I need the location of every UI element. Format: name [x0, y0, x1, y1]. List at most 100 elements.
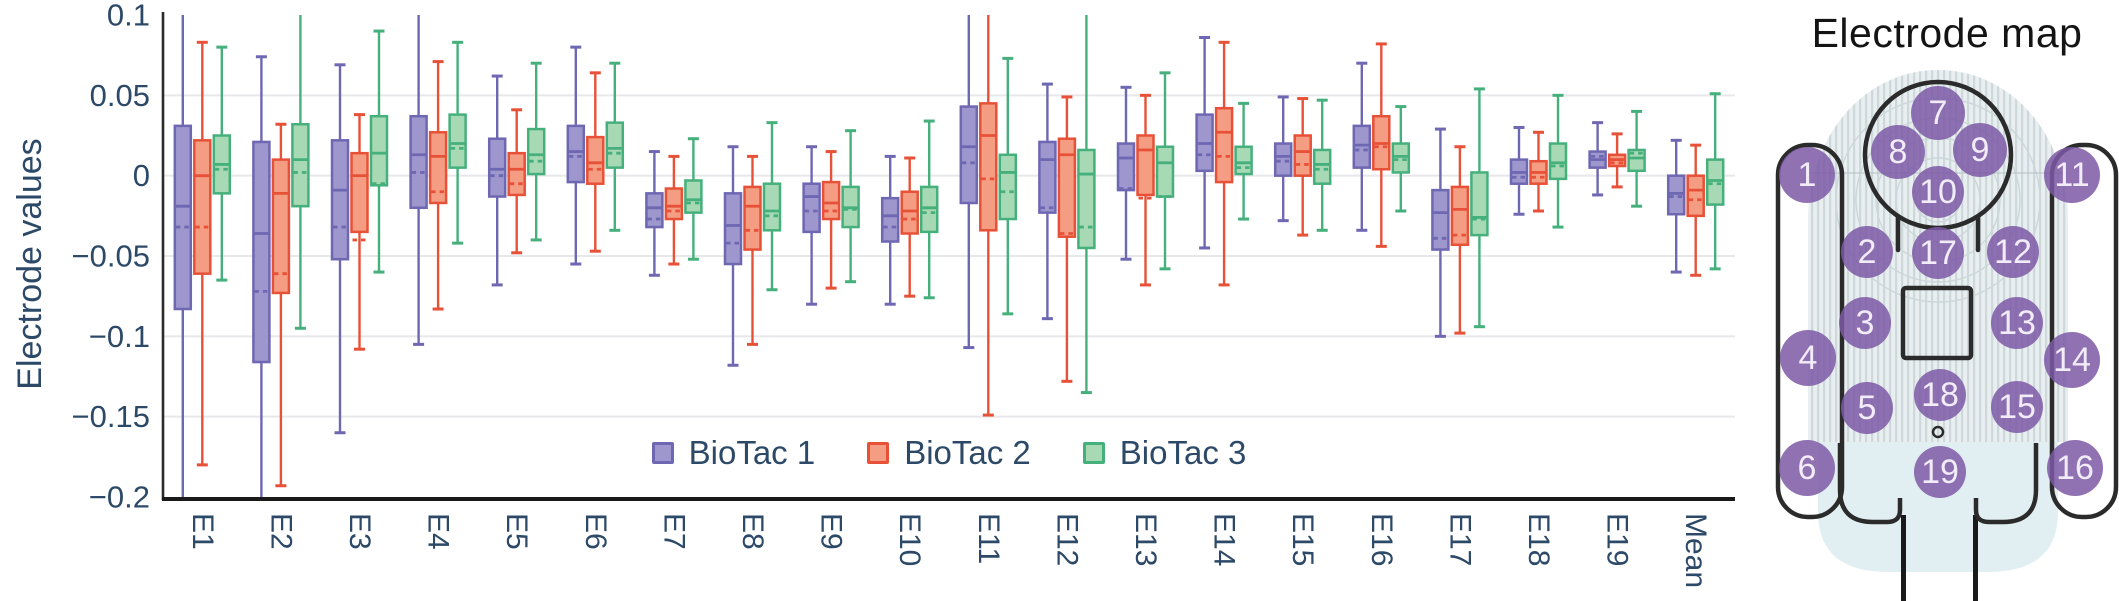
box-E15-biotac-3	[1312, 98, 1332, 232]
box-E17-biotac-3	[1470, 87, 1489, 329]
box-E2-biotac-3	[291, 15, 310, 330]
x-tick-label: E16	[1365, 513, 1398, 566]
electrode-number: 15	[1998, 388, 2036, 426]
box-E7-biotac-2	[664, 154, 684, 266]
box-E11-biotac-3	[998, 56, 1018, 316]
box-E8-biotac-1	[723, 145, 743, 367]
box-E1-biotac-3	[212, 45, 232, 282]
box-E16-biotac-1	[1352, 61, 1372, 232]
electrode-number: 17	[1919, 234, 1957, 272]
x-tick-label: E11	[972, 513, 1005, 564]
electrode-marker-18: 18	[1914, 369, 1966, 421]
box-E10-biotac-1	[880, 154, 900, 306]
electrode-marker-12: 12	[1987, 226, 2039, 278]
electrode-number: 6	[1798, 449, 1817, 487]
box-E5-biotac-1	[487, 74, 507, 287]
x-tick-label: E18	[1522, 513, 1555, 566]
box-E6-biotac-3	[605, 61, 625, 232]
x-tick-label: E3	[343, 513, 376, 550]
electrode-marker-13: 13	[1991, 297, 2043, 349]
box-E7-biotac-3	[684, 137, 703, 261]
box-E9-biotac-3	[841, 129, 860, 284]
electrode-number: 4	[1799, 339, 1818, 377]
x-tick-label: E1	[186, 513, 219, 550]
y-tick-label: 0.1	[107, 0, 150, 33]
left-foot-outline	[1837, 443, 1903, 525]
box-E15-biotac-2	[1293, 97, 1312, 237]
x-tick-label: E2	[264, 513, 297, 550]
box-E13-biotac-3	[1155, 71, 1175, 271]
wire-left	[1901, 515, 1906, 601]
x-tick-label: Mean	[1679, 513, 1712, 588]
box-E17-biotac-1	[1431, 127, 1450, 338]
box-E14-biotac-3	[1234, 101, 1253, 221]
electrode-marker-9: 9	[1953, 123, 2007, 177]
x-tick-label: E13	[1129, 513, 1162, 566]
electrode-marker-16: 16	[2047, 440, 2103, 496]
x-tick-label: E7	[657, 513, 690, 550]
y-tick-label: −0.1	[89, 319, 150, 354]
box-E3-biotac-1	[330, 63, 350, 435]
electrode-number: 12	[1994, 233, 2032, 271]
box-E3-biotac-2	[350, 113, 369, 351]
y-tick-label: −0.15	[72, 399, 150, 434]
x-tick-label: E14	[1208, 513, 1241, 566]
electrode-number: 2	[1858, 233, 1877, 271]
electrode-marker-7: 7	[1911, 86, 1965, 140]
box-E7-biotac-1	[645, 150, 664, 277]
electrode-marker-3: 3	[1839, 297, 1891, 349]
x-tick-label: E8	[736, 513, 769, 550]
box-E5-biotac-3	[526, 61, 546, 242]
box-E9-biotac-2	[821, 150, 841, 290]
box-E18-biotac-2	[1529, 130, 1548, 213]
box-E18-biotac-3	[1548, 93, 1568, 229]
box-E2-biotac-1	[252, 55, 271, 497]
electrode-number: 14	[2053, 341, 2091, 379]
box-E16-biotac-2	[1372, 42, 1391, 248]
electrode-number: 18	[1921, 376, 1959, 414]
box-E6-biotac-1	[566, 45, 586, 266]
box-E4-biotac-1	[409, 15, 428, 346]
electrode-marker-17: 17	[1912, 227, 1964, 279]
electrode-number: 11	[2054, 156, 2089, 194]
electrode-number: 9	[1971, 131, 1990, 169]
electrode-marker-8: 8	[1871, 125, 1925, 179]
y-tick-label: −0.05	[72, 239, 150, 274]
right-foot-outline	[1973, 443, 2039, 525]
x-tick-label: E12	[1050, 513, 1083, 566]
electrode-number: 13	[1998, 304, 2036, 342]
screw-hole	[1931, 425, 1945, 439]
box-E13-biotac-2	[1136, 93, 1155, 287]
y-axis-title: Electrode values	[11, 138, 49, 389]
x-tick-label: E6	[579, 513, 612, 550]
box-E9-biotac-1	[802, 145, 821, 306]
electrode-marker-4: 4	[1780, 330, 1836, 386]
electrode-marker-6: 6	[1779, 440, 1835, 496]
electrode-number: 19	[1921, 453, 1959, 491]
electrode-number: 10	[1919, 173, 1957, 211]
electrode-number: 7	[1929, 94, 1948, 132]
box-E18-biotac-1	[1509, 125, 1529, 216]
box-E10-biotac-2	[900, 156, 919, 298]
box-E12-biotac-3	[1077, 15, 1096, 395]
box-E3-biotac-3	[369, 29, 389, 274]
box-E19-biotac-3	[1627, 109, 1646, 208]
electrode-marker-19: 19	[1914, 446, 1966, 498]
x-tick-label: E19	[1601, 513, 1634, 566]
electrode-number: 8	[1889, 133, 1908, 171]
circuit-outlines	[1775, 79, 2119, 525]
x-tick-label: E9	[815, 513, 848, 550]
box-E11-biotac-1	[959, 15, 979, 350]
box-E12-biotac-1	[1038, 82, 1057, 321]
electrode-marker-2: 2	[1841, 226, 1893, 278]
electrode-number: 3	[1856, 304, 1875, 342]
x-tick-label: E17	[1443, 513, 1476, 566]
box-E13-biotac-1	[1116, 85, 1136, 261]
box-Mean-biotac-2	[1686, 143, 1705, 277]
box-Mean-biotac-1	[1666, 138, 1686, 274]
electrode-marker-5: 5	[1841, 382, 1893, 434]
box-E11-biotac-2	[979, 15, 998, 417]
box-E16-biotac-3	[1391, 105, 1411, 213]
